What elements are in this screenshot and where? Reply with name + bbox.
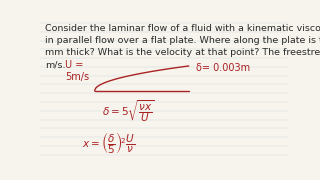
Text: Consider the laminar flow of a fluid with a kinematic viscosity of 2.0 X 10⁻⁵ m²: Consider the laminar flow of a fluid wit…: [45, 24, 320, 69]
Text: δ= 0.003m: δ= 0.003m: [196, 63, 250, 73]
Text: $x = \left(\dfrac{\delta}{5}\right)^{\!2} \dfrac{U}{\nu}$: $x = \left(\dfrac{\delta}{5}\right)^{\!2…: [82, 130, 135, 156]
Text: U =
5m/s: U = 5m/s: [65, 60, 89, 82]
Text: $\delta = 5\sqrt{\dfrac{\nu x}{U}}$: $\delta = 5\sqrt{\dfrac{\nu x}{U}}$: [102, 99, 155, 125]
